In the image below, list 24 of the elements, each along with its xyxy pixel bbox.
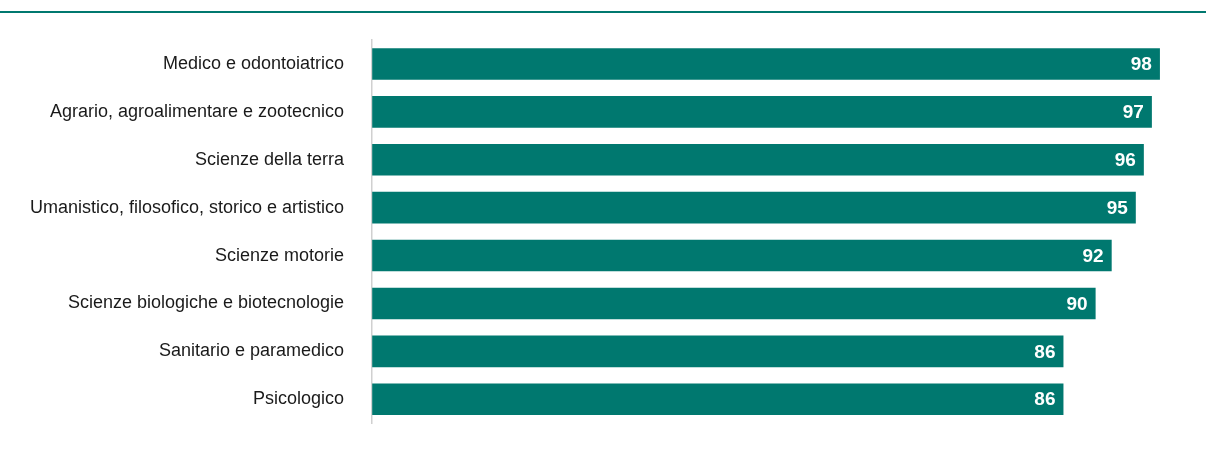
y-tick-label: Sanitario e paramedico bbox=[158, 340, 345, 361]
y-tick-label: Psicologico bbox=[253, 388, 345, 409]
y-tick-label: Scienze della terra bbox=[195, 148, 346, 169]
bar bbox=[372, 239, 1112, 272]
data-label: 86 bbox=[1034, 340, 1056, 362]
data-label: 98 bbox=[1130, 53, 1152, 75]
y-tick-label: Umanistico, filosofico, storico e artistico bbox=[29, 196, 345, 217]
y-tick-label: Medico e odontoiatrico bbox=[162, 52, 345, 73]
bar bbox=[372, 383, 1064, 416]
y-tick-label: Scienze biologiche e biotecnologie bbox=[67, 292, 345, 313]
data-label: 92 bbox=[1082, 244, 1104, 266]
data-label: 96 bbox=[1114, 148, 1136, 170]
bar bbox=[372, 143, 1144, 176]
data-label: 95 bbox=[1106, 196, 1129, 218]
y-tick-label: Agrario, agroalimentare e zootecnico bbox=[49, 100, 345, 121]
bar bbox=[372, 48, 1160, 80]
data-label: 86 bbox=[1034, 388, 1056, 410]
bar bbox=[372, 287, 1096, 320]
data-label: 97 bbox=[1122, 101, 1144, 123]
bar bbox=[372, 191, 1136, 224]
y-tick-label: Scienze motorie bbox=[215, 244, 345, 265]
bar bbox=[372, 335, 1064, 368]
data-label: 90 bbox=[1066, 292, 1088, 314]
bar bbox=[372, 96, 1152, 128]
